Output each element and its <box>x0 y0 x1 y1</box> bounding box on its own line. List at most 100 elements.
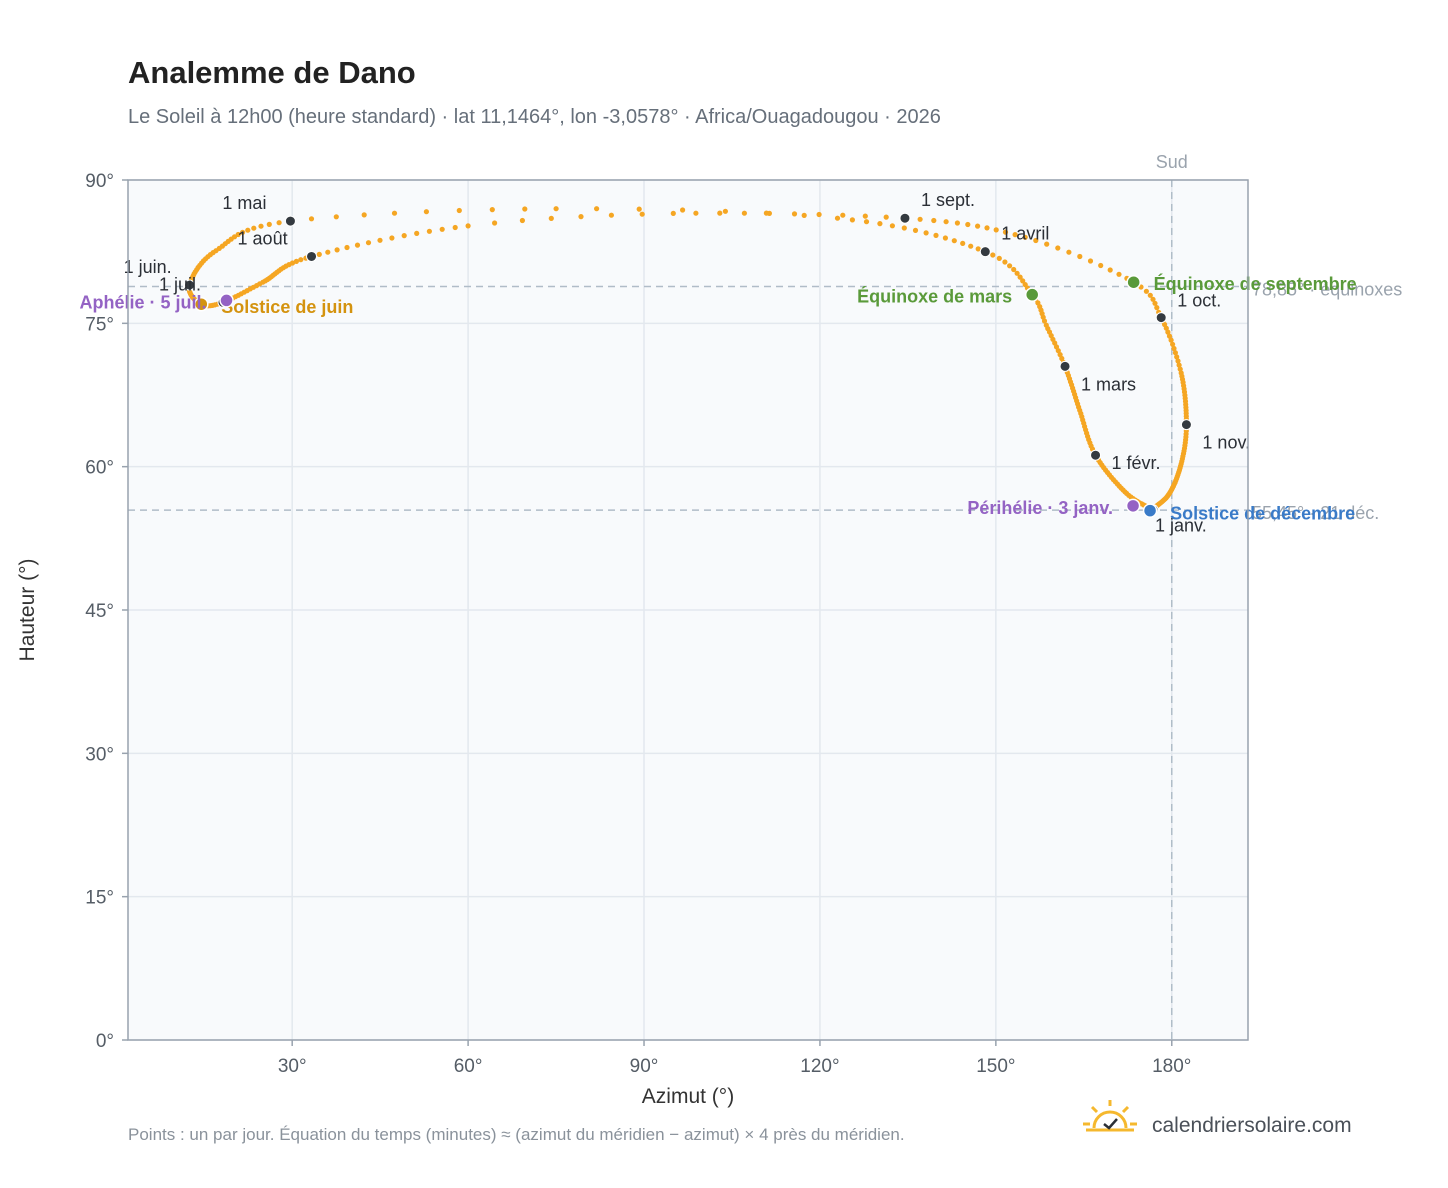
daily-sun-point <box>289 260 296 266</box>
daily-sun-point <box>1154 305 1160 311</box>
daily-sun-point <box>741 210 748 216</box>
daily-sun-point <box>942 235 949 241</box>
south-reference-label: Sud <box>1156 152 1188 172</box>
daily-sun-point <box>1077 253 1083 260</box>
daily-sun-point <box>1043 322 1049 328</box>
daily-sun-point <box>968 243 974 249</box>
altitude-reference-label: 55,45° · 21 déc. <box>1252 503 1379 523</box>
daily-sun-point <box>923 230 929 236</box>
daily-sun-point <box>1107 267 1113 273</box>
daily-sun-point <box>1152 300 1158 306</box>
daily-sun-point <box>960 240 966 246</box>
x-tick-label: 120° <box>800 1056 839 1077</box>
daily-sun-point <box>548 215 554 221</box>
daily-sun-point <box>1176 362 1182 368</box>
daily-sun-point <box>917 216 923 222</box>
daily-sun-point <box>766 210 773 216</box>
daily-sun-point <box>489 207 495 213</box>
daily-sun-point <box>1012 232 1018 238</box>
daily-sun-point <box>1150 296 1156 302</box>
daily-sun-point <box>1174 354 1180 360</box>
event-label: Équinoxe de mars <box>857 286 1012 307</box>
daily-sun-point <box>1002 259 1008 265</box>
daily-sun-point <box>389 235 395 241</box>
daily-sun-point <box>608 212 615 218</box>
daily-sun-point <box>636 206 642 212</box>
daily-sun-point <box>519 217 526 224</box>
daily-sun-point <box>251 225 257 231</box>
daily-sun-point <box>1002 229 1009 235</box>
daily-sun-point <box>594 206 600 212</box>
daily-sun-point <box>452 224 458 231</box>
month-label: 1 mai <box>222 193 266 213</box>
month-label: 1 oct. <box>1177 291 1221 311</box>
daily-sun-point <box>1175 358 1181 364</box>
daily-sun-point <box>266 221 272 227</box>
daily-sun-point <box>245 227 251 233</box>
daily-sun-point <box>717 210 723 216</box>
daily-sun-point <box>1053 344 1060 350</box>
x-tick-label: 90° <box>630 1056 659 1077</box>
daily-sun-point <box>354 242 361 248</box>
event-label: Solstice de juin <box>221 297 353 317</box>
event-marker <box>1142 503 1158 518</box>
daily-sun-point <box>863 219 870 225</box>
daily-sun-point <box>996 255 1002 261</box>
daily-sun-point <box>522 206 528 212</box>
brand-name: calendriersolaire.com <box>1152 1114 1352 1137</box>
y-tick-label: 60° <box>85 458 114 479</box>
daily-sun-point <box>240 229 246 235</box>
daily-sun-point <box>293 258 299 264</box>
daily-sun-point <box>456 207 462 214</box>
daily-sun-point <box>334 247 340 253</box>
daily-sun-point <box>361 212 367 218</box>
daily-sun-point <box>316 251 322 257</box>
month-label: 1 janv. <box>1155 516 1207 536</box>
daily-sun-point <box>943 219 949 225</box>
daily-sun-point <box>1163 325 1169 331</box>
daily-sun-point <box>840 212 846 218</box>
month-marker <box>306 250 318 262</box>
y-tick-label: 45° <box>85 601 114 622</box>
daily-sun-point <box>365 240 372 246</box>
daily-sun-point <box>993 227 999 233</box>
daily-sun-point <box>975 246 981 252</box>
daily-sun-point <box>1098 262 1104 269</box>
chart-subtitle: Le Soleil à 12h00 (heure standard) · lat… <box>128 106 941 128</box>
daily-sun-point <box>465 223 471 229</box>
x-tick-label: 180° <box>1152 1056 1191 1077</box>
sun-check-icon <box>1083 1100 1137 1132</box>
daily-sun-point <box>1147 292 1153 298</box>
event-marker <box>194 296 209 312</box>
month-marker <box>899 212 911 224</box>
daily-sun-point <box>801 212 807 218</box>
daily-sun-point <box>492 220 498 226</box>
y-tick-label: 90° <box>85 171 114 192</box>
reference-lines: Sud 78,85° · équinoxes 55,45° · 21 déc. <box>128 152 1402 1040</box>
event-label: Périhélie · 3 janv. <box>967 498 1113 518</box>
daily-sun-point <box>931 217 937 224</box>
daily-sun-point <box>401 233 407 239</box>
daily-sun-point <box>1168 337 1174 343</box>
altitude-reference-label: 78,85° · équinoxes <box>1252 280 1402 300</box>
daily-sun-point <box>951 238 957 244</box>
daily-sun-point <box>426 228 432 234</box>
y-tick-label: 0° <box>96 1031 114 1052</box>
y-tick-label: 30° <box>85 744 114 765</box>
footnote: Points : un par jour. Équation du temps … <box>128 1125 905 1144</box>
daily-sun-point <box>1066 249 1072 255</box>
daily-sun-point <box>849 217 856 223</box>
daily-sun-point <box>1171 345 1177 352</box>
daily-sun-point <box>889 223 896 229</box>
daily-sun-point <box>901 225 907 231</box>
month-marker <box>184 279 196 291</box>
daily-sun-point <box>1116 271 1122 277</box>
daily-sun-point <box>722 208 729 214</box>
daily-sun-point <box>1143 288 1149 294</box>
event-marker <box>219 293 234 308</box>
month-marker <box>1090 449 1102 461</box>
daily-sun-point <box>693 210 699 216</box>
daily-sun-point <box>1057 352 1063 358</box>
daily-sun-point <box>578 214 584 220</box>
daily-sun-point <box>670 210 676 216</box>
